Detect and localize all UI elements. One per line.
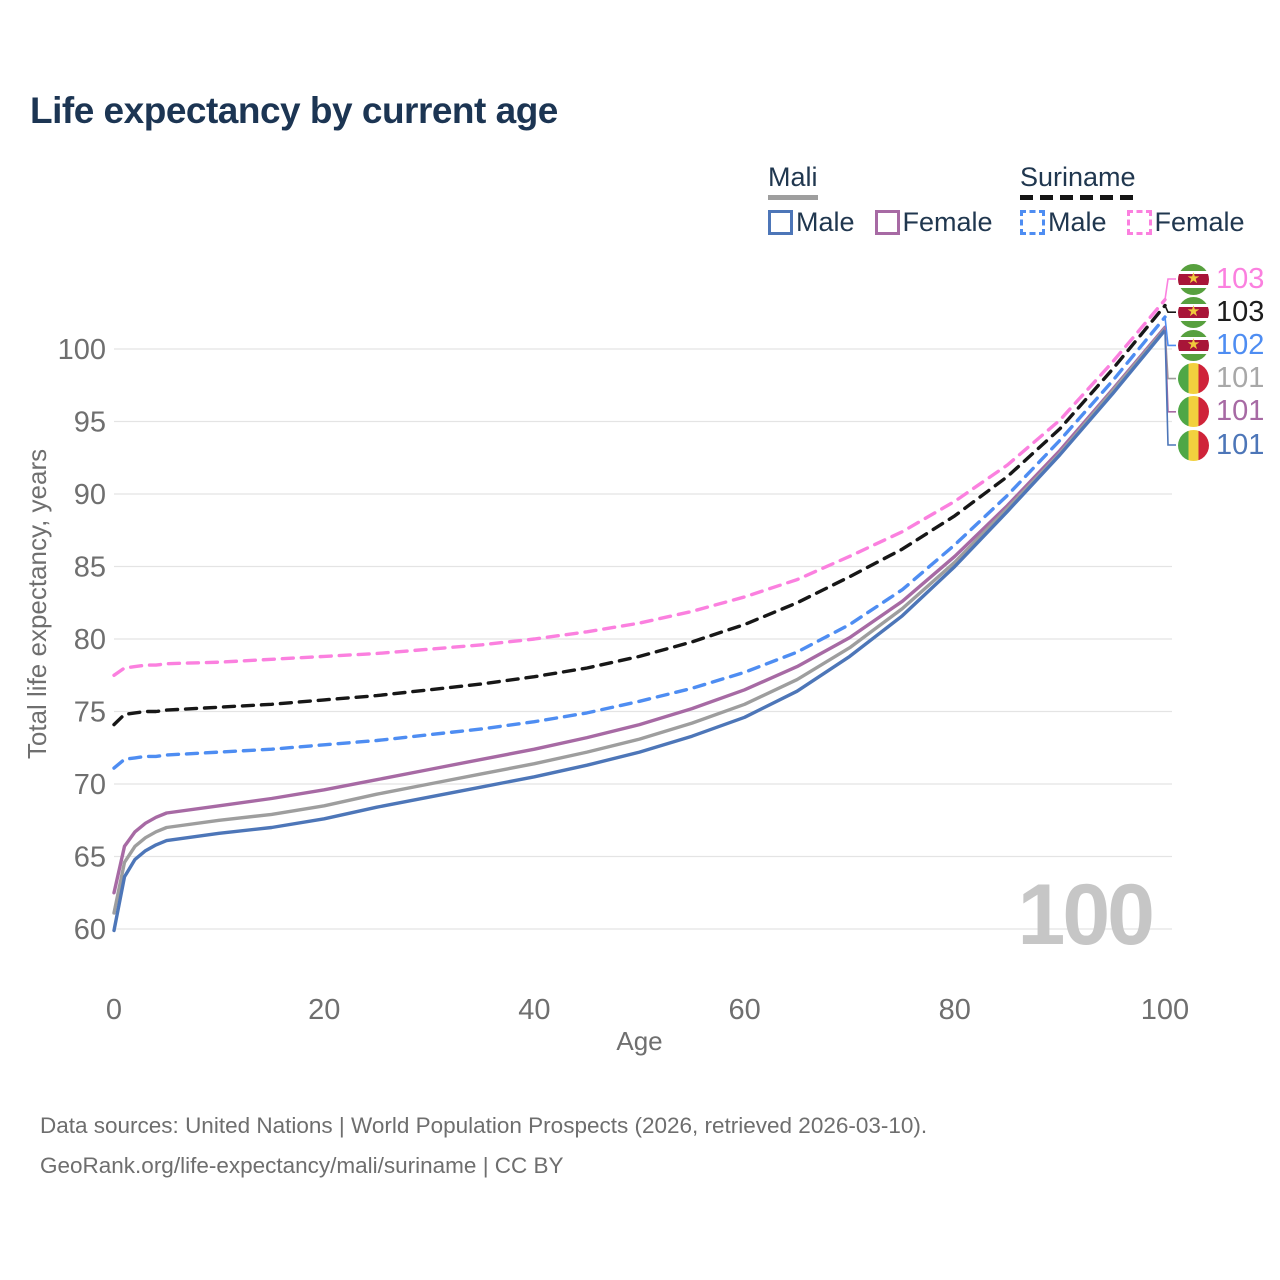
x-tick-label-40: 40 xyxy=(518,994,550,1026)
y-axis-title: Total life expectancy, years xyxy=(22,449,52,759)
x-axis-title: Age xyxy=(616,1026,662,1056)
footer: Data sources: United Nations | World Pop… xyxy=(40,1106,927,1186)
legend-label-suriname-female[interactable]: Female xyxy=(1154,207,1245,237)
endpoint-label-mali_male: 101 xyxy=(1178,429,1264,462)
leader-line-mali_male xyxy=(1164,330,1176,446)
legend-checkbox-mali-male[interactable] xyxy=(768,210,793,235)
y-tick-label-75: 75 xyxy=(74,697,106,729)
mali-flag-icon xyxy=(1178,429,1209,461)
endpoint-value-mali_total: 101 xyxy=(1216,362,1265,395)
legend-checkbox-suriname-female[interactable] xyxy=(1126,210,1152,235)
y-tick-label-60: 60 xyxy=(74,914,106,946)
y-tick-label-90: 90 xyxy=(74,479,106,511)
legend-label-mali-male[interactable]: Male xyxy=(796,207,855,237)
legend-country-suriname[interactable]: Suriname xyxy=(1020,162,1136,192)
series-line-mali_total xyxy=(112,327,1167,915)
legend-label-mali-female[interactable]: Female xyxy=(902,207,993,237)
endpoint-label-suriname_male: ★ 102 xyxy=(1178,329,1264,362)
legend-checkbox-mali-female[interactable] xyxy=(874,210,900,235)
suriname-star-icon: ★ xyxy=(1186,303,1201,321)
suriname-flag-icon: ★ xyxy=(1178,329,1209,361)
leader-line-suriname_male xyxy=(1164,317,1176,347)
x-tick-label-80: 80 xyxy=(939,994,971,1026)
y-tick-label-65: 65 xyxy=(74,842,106,874)
legend-group-suriname: Suriname Male Female xyxy=(1020,162,1265,238)
legend-country-mali[interactable]: Mali xyxy=(768,162,818,192)
y-tick-label-80: 80 xyxy=(74,624,106,656)
mali-flag-icon xyxy=(1178,363,1209,395)
series-line-suriname_total xyxy=(112,303,1167,727)
y-tick-label-100: 100 xyxy=(58,334,106,366)
endpoint-value-mali_male: 101 xyxy=(1216,428,1265,461)
legend-group-mali: Mali Male Female xyxy=(768,162,1013,238)
page-title: Life expectancy by current age xyxy=(30,90,558,131)
leader-line-suriname_total xyxy=(1164,305,1176,313)
suriname-flag-icon: ★ xyxy=(1178,296,1209,328)
legend-checkbox-suriname-male[interactable] xyxy=(1020,210,1045,235)
x-tick-label-60: 60 xyxy=(728,994,760,1026)
y-tick-label-70: 70 xyxy=(74,769,106,801)
y-tick-label-95: 95 xyxy=(74,407,106,439)
x-tick-label-20: 20 xyxy=(308,994,340,1026)
endpoint-value-mali_female: 101 xyxy=(1216,395,1265,428)
y-tick-label-85: 85 xyxy=(74,552,106,584)
series-line-suriname_female xyxy=(112,298,1167,677)
endpoint-label-suriname_total: ★ 103 xyxy=(1178,296,1264,329)
endpoint-value-suriname_female: 103 xyxy=(1216,262,1265,295)
suriname-star-icon: ★ xyxy=(1186,269,1201,287)
leader-line-suriname_female xyxy=(1164,278,1176,300)
suriname-star-icon: ★ xyxy=(1186,336,1201,354)
legend-label-suriname-male[interactable]: Male xyxy=(1048,207,1107,237)
endpoint-value-suriname_male: 102 xyxy=(1216,328,1265,361)
suriname-flag-icon: ★ xyxy=(1178,263,1209,295)
series-line-suriname_male xyxy=(112,315,1167,770)
current-age-watermark: 100 xyxy=(1017,867,1155,963)
suriname-dashed-line-swatch xyxy=(1020,195,1136,200)
x-tick-label-0: 0 xyxy=(106,994,122,1026)
footer-data-sources: Data sources: United Nations | World Pop… xyxy=(40,1113,928,1138)
series-line-mali_male xyxy=(112,328,1167,933)
x-tick-label-100: 100 xyxy=(1141,994,1189,1026)
endpoint-label-suriname_female: ★ 103 xyxy=(1178,263,1264,296)
endpoint-label-mali_total: 101 xyxy=(1178,362,1264,395)
mali-flag-icon xyxy=(1178,396,1209,428)
footer-attribution-link[interactable]: GeoRank.org/life-expectancy/mali/surinam… xyxy=(40,1153,564,1178)
series-line-mali_female xyxy=(112,325,1167,895)
mali-solid-line-swatch xyxy=(768,195,818,200)
endpoint-value-suriname_total: 103 xyxy=(1216,295,1265,328)
endpoint-label-mali_female: 101 xyxy=(1178,395,1264,428)
